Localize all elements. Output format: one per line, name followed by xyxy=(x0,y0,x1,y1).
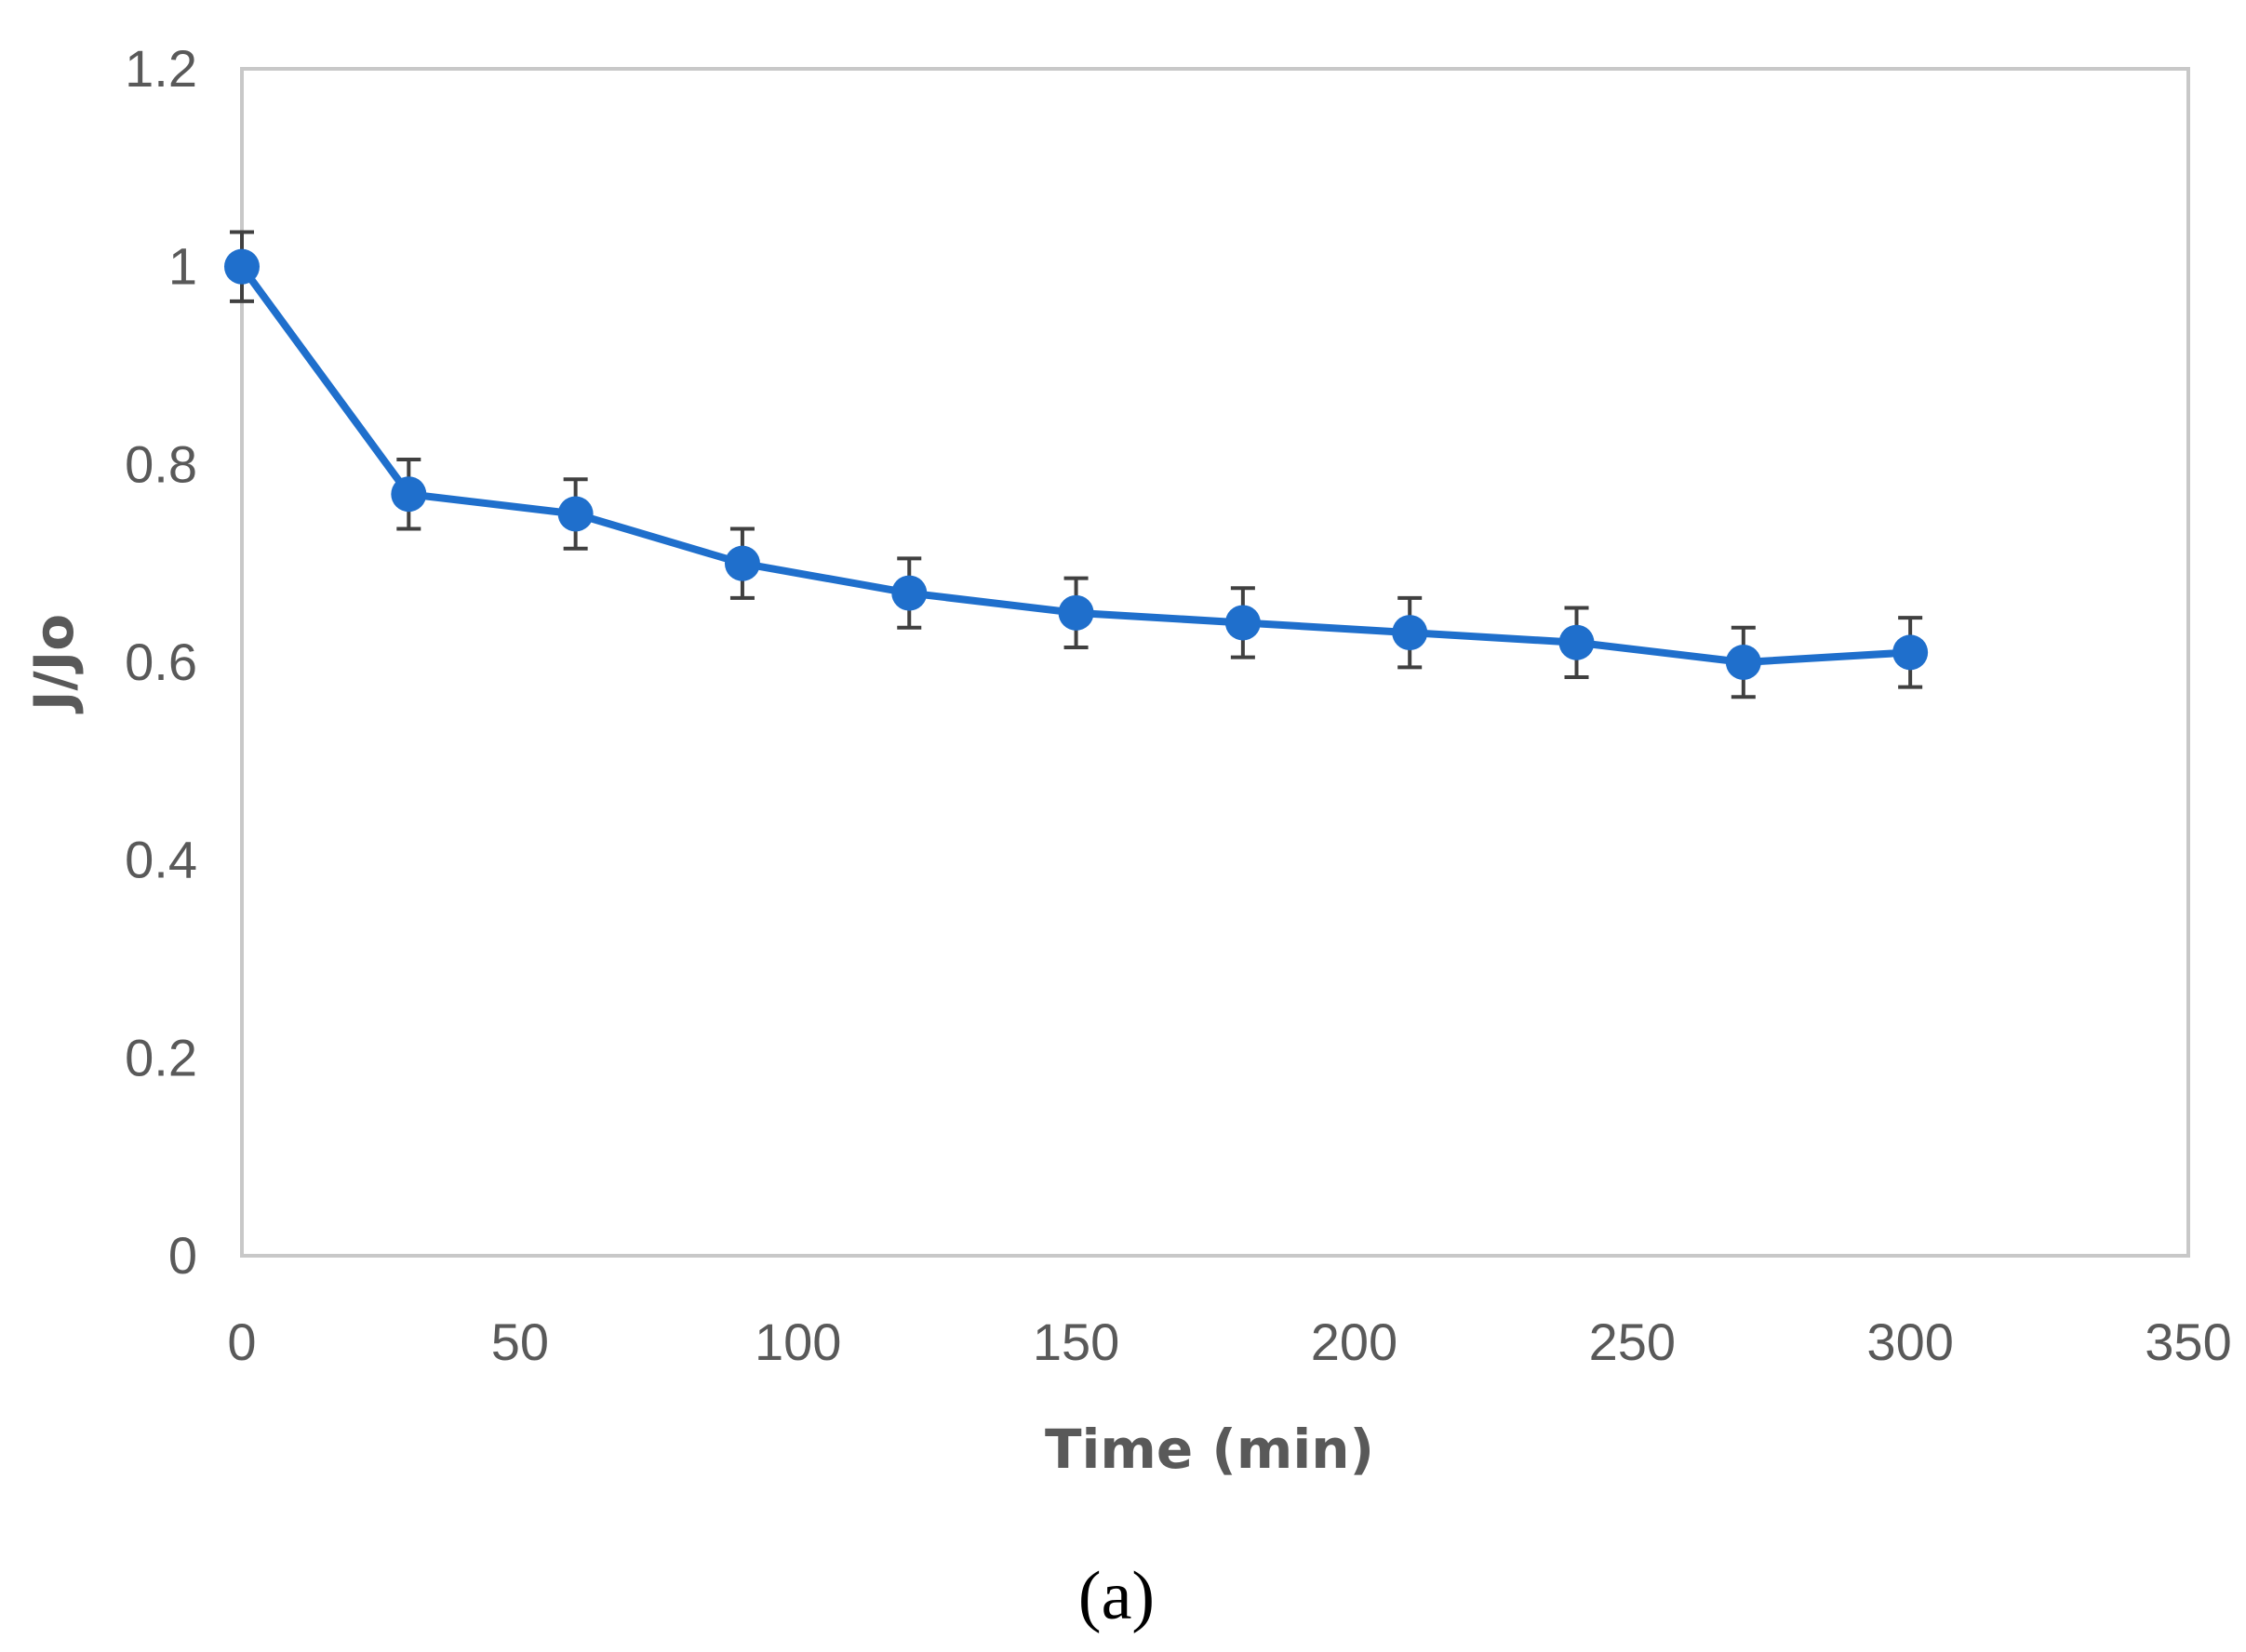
y-tick-label: 0.2 xyxy=(125,1028,197,1086)
data-point xyxy=(557,496,594,532)
y-axis-title: J/Jo xyxy=(22,614,86,714)
data-point xyxy=(724,545,760,581)
x-tick-label: 200 xyxy=(1311,1312,1397,1371)
figure-caption: (a) xyxy=(1078,1558,1155,1634)
x-tick-label: 50 xyxy=(491,1312,549,1371)
y-tick-label: 0.8 xyxy=(125,434,197,493)
x-tick-label: 100 xyxy=(755,1312,841,1371)
x-tick-label: 250 xyxy=(1589,1312,1676,1371)
y-tick-label: 0.6 xyxy=(125,633,197,691)
x-tick-label: 300 xyxy=(1866,1312,1953,1371)
x-tick-label: 0 xyxy=(227,1312,256,1371)
data-point xyxy=(1725,645,1761,680)
x-axis-title: Time (min) xyxy=(1045,1418,1374,1481)
data-point xyxy=(1558,624,1595,660)
data-point xyxy=(1058,594,1094,631)
y-tick-labels: 0 0.2 0.4 0.6 0.8 1 1.2 xyxy=(125,39,197,1285)
data-point xyxy=(1892,634,1929,671)
y-tick-label: 0 xyxy=(168,1226,197,1285)
y-tick-label: 1 xyxy=(168,237,197,296)
data-point xyxy=(391,476,427,513)
series-layer xyxy=(224,230,1929,699)
data-point xyxy=(891,575,928,611)
data-point xyxy=(1392,615,1428,651)
x-tick-label: 150 xyxy=(1033,1312,1119,1371)
x-tick-labels: 0 50 100 150 200 250 300 350 xyxy=(227,1312,2231,1371)
plot-area-frame xyxy=(240,67,2190,1258)
y-tick-label: 0.4 xyxy=(125,831,197,889)
x-tick-label: 350 xyxy=(2145,1312,2231,1371)
y-tick-label: 1.2 xyxy=(125,39,197,98)
data-point xyxy=(224,248,260,285)
data-point xyxy=(1224,605,1261,641)
